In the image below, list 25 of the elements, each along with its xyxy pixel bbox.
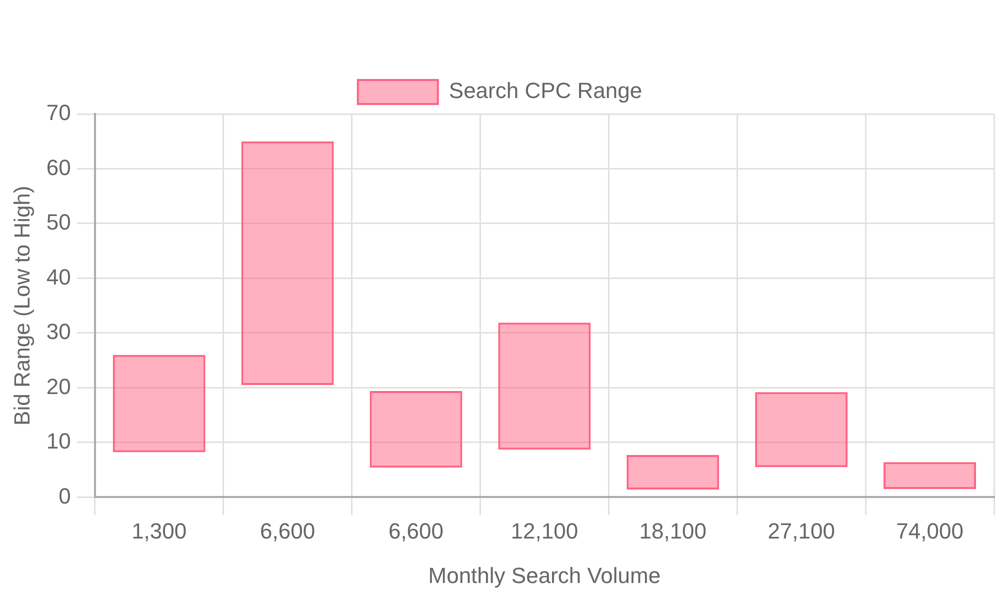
x-axis-title: Monthly Search Volume — [428, 562, 661, 588]
y-tick-label: 0 — [58, 483, 71, 508]
y-tick-label: 50 — [46, 210, 71, 235]
y-tick-label: 60 — [46, 154, 71, 180]
y-tick-label: 70 — [46, 100, 71, 126]
x-tick-label: 6,600 — [260, 518, 316, 544]
x-tick-label: 12,100 — [510, 518, 578, 544]
y-axis-title: Bid Range (Low to High) — [9, 186, 34, 426]
bar — [241, 141, 334, 385]
legend-label: Search CPC Range — [448, 78, 642, 104]
bar — [370, 391, 462, 468]
y-tick-label: 20 — [46, 374, 71, 399]
x-tick-label: 18,100 — [639, 518, 707, 544]
x-tick-label: 1,300 — [132, 518, 187, 544]
bar — [626, 455, 720, 490]
y-tick-label: 30 — [46, 319, 71, 344]
bar — [755, 392, 848, 468]
bar — [884, 462, 976, 489]
y-tick-label: 40 — [46, 264, 71, 290]
x-tick-label: 74,000 — [896, 518, 964, 544]
y-tick-label: 10 — [46, 428, 71, 454]
x-tick-label: 6,600 — [388, 518, 444, 544]
bar — [112, 354, 206, 452]
bar — [498, 322, 591, 450]
x-tick-label: 27,100 — [768, 518, 835, 544]
